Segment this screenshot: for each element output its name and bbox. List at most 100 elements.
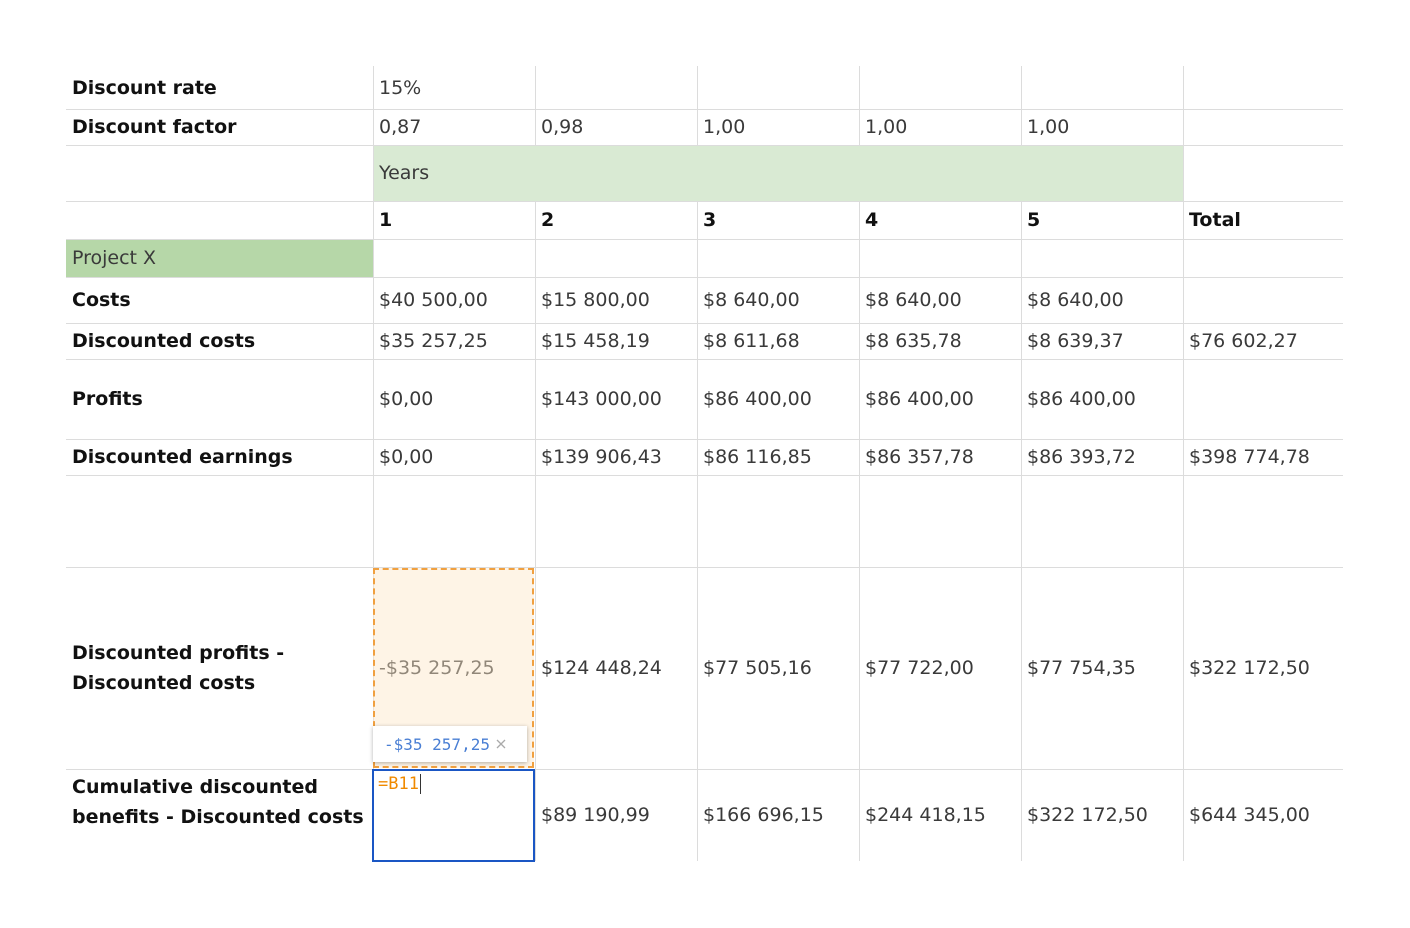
grid-line [66,769,1343,770]
grid-line [1183,359,1184,439]
cell-value: $89 190,99 [541,804,650,826]
cell-value: 5 [1027,209,1041,231]
grid-line [535,439,536,475]
cell-value: 0,87 [379,116,422,138]
grid-line [697,475,698,567]
grid-line [66,567,1343,568]
grid-line [1021,475,1022,567]
grid-line [1183,109,1184,145]
grid-line [859,359,860,439]
cell-value: $143 000,00 [541,388,662,410]
grid-line [373,475,374,567]
cell-value: $77 754,35 [1027,657,1136,679]
grid-line [859,567,860,769]
cell-value: $8 611,68 [703,330,800,352]
grid-line [859,109,860,145]
grid-line [1183,567,1184,769]
grid-line [1183,769,1184,861]
cell-value: -$35 257,25 [379,657,495,679]
grid-line [373,439,374,475]
grid-line [697,439,698,475]
row-label: Profits [72,388,143,410]
cell-value: $398 774,78 [1189,446,1310,468]
cell-value: $166 696,15 [703,804,824,826]
grid-line [859,66,860,109]
cell-value: 1,00 [1027,116,1070,138]
cell-value: Total [1189,209,1241,231]
cell-value: $76 602,27 [1189,330,1298,352]
active-cell[interactable] [372,769,535,862]
grid-line [1021,439,1022,475]
cell-value: $86 400,00 [703,388,812,410]
cell-value: 1 [379,209,393,231]
grid-line [697,109,698,145]
grid-line [535,359,536,439]
row-label: Cumulative discounted benefits - Discoun… [72,776,364,828]
cell-value: $86 357,78 [865,446,974,468]
row-label: Discounted costs [72,330,256,352]
grid-line [373,66,374,109]
grid-line [373,109,374,145]
cell-value: $86 400,00 [865,388,974,410]
cell-value: 15% [379,76,422,99]
tooltip-text: -$35 257,25 [384,734,490,754]
grid-line [859,277,860,323]
grid-line [1183,145,1184,201]
cell-value: $8 640,00 [703,289,800,311]
cell-value: $139 906,43 [541,446,662,468]
cell-value: $8 635,78 [865,330,962,352]
cell-value: $322 172,50 [1027,804,1148,826]
cell-value: 0,98 [541,116,584,138]
cell-value: $644 345,00 [1189,804,1310,826]
grid-line [1183,201,1184,239]
grid-line [66,201,1343,202]
grid-line [535,66,536,109]
grid-line [1183,239,1184,277]
grid-line [373,201,374,239]
cell-value: 4 [865,209,879,231]
grid-line [859,323,860,359]
grid-line [1021,109,1022,145]
cell-value: $244 418,15 [865,804,986,826]
grid-line [859,439,860,475]
grid-line [1021,277,1022,323]
formula-text: =B11 [378,774,421,794]
grid-line [697,201,698,239]
grid-line [859,239,860,277]
grid-line [535,769,536,861]
cell-value: $35 257,25 [379,330,488,352]
grid-line [66,145,1343,146]
cell-value: $0,00 [379,388,434,410]
close-icon[interactable] [496,739,506,749]
grid-line [697,239,698,277]
grid-line [1183,323,1184,359]
grid-line [859,769,860,861]
cell-value: 1,00 [703,116,746,138]
cell-value: $8 639,37 [1027,330,1124,352]
grid-line [1183,66,1184,109]
merged-header-bg [373,145,1183,201]
grid-line [697,769,698,861]
grid-line [66,109,1343,110]
cell-value: 2 [541,209,555,231]
grid-line [66,439,1343,440]
grid-line [1021,359,1022,439]
row-label: Discount rate [72,76,217,99]
value-tooltip: -$35 257,25 [373,726,527,762]
grid-line [535,475,536,567]
cell-value: 3 [703,209,717,231]
grid-line [1021,323,1022,359]
grid-line [66,323,1343,324]
grid-line [535,567,536,769]
grid-line [1183,439,1184,475]
grid-line [66,475,1343,476]
grid-line [1183,475,1184,567]
cell-value: $0,00 [379,446,434,468]
grid-line [373,277,374,323]
grid-line [66,239,1343,240]
cell-value: $77 722,00 [865,657,974,679]
cell-value: $40 500,00 [379,289,488,311]
grid-line [859,201,860,239]
cell-value: $86 393,72 [1027,446,1136,468]
